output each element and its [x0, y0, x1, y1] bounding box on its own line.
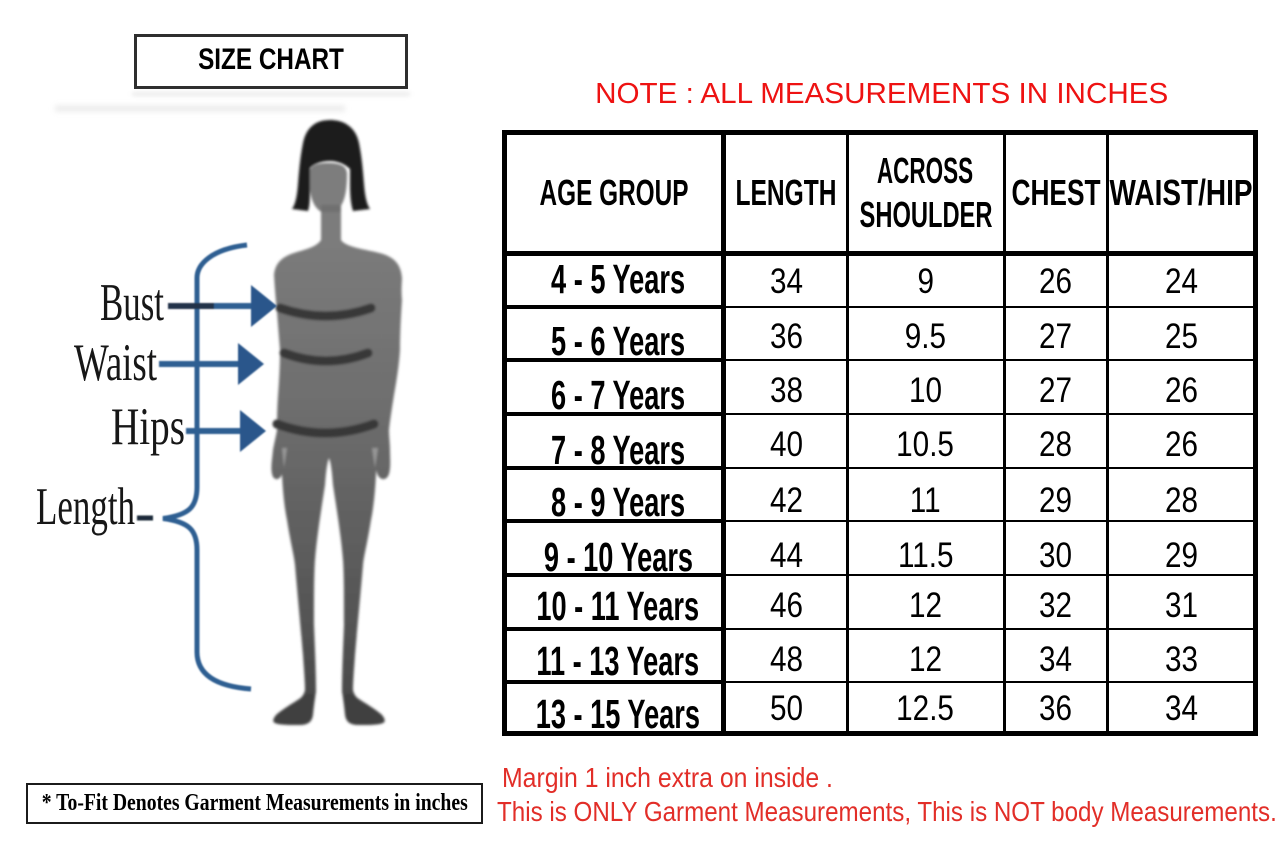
svg-text:Hips: Hips: [111, 398, 185, 456]
svg-text:Bust: Bust: [100, 274, 164, 332]
svg-text:Length: Length: [36, 478, 135, 536]
svg-text:Waist: Waist: [74, 334, 157, 392]
